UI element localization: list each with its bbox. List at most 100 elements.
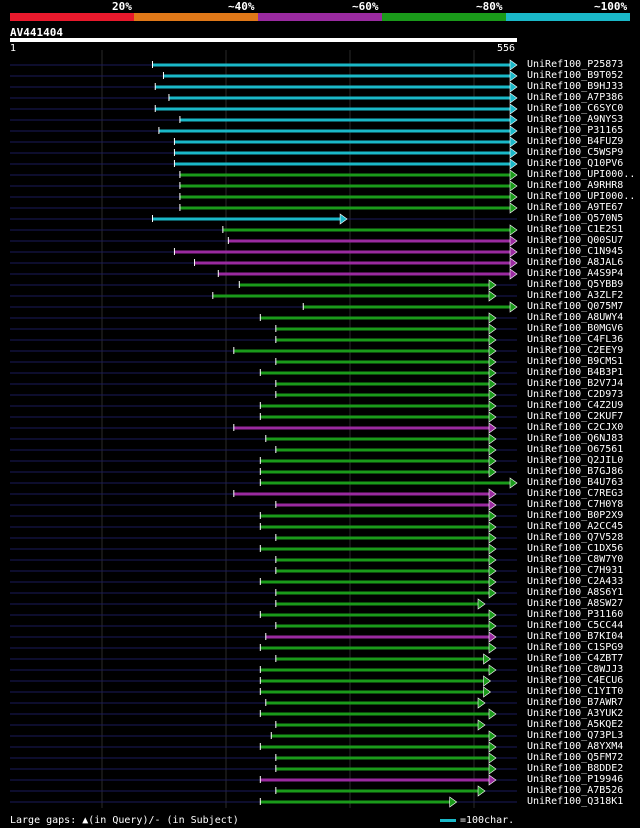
alignment-row[interactable] [10,565,517,577]
hit-name-link[interactable]: UniRef100_B4FUZ9 [527,136,624,147]
alignment-row[interactable] [10,488,517,500]
hit-name-link[interactable]: UniRef100_A7B526 [527,785,624,796]
hit-name-link[interactable]: UniRef100_B7AWR7 [527,697,624,708]
hit-name-link[interactable]: UniRef100_Q5YBB9 [527,279,624,290]
alignment-row[interactable] [10,664,517,676]
hit-name-link[interactable]: UniRef100_B7GJ86 [527,466,624,477]
hit-name-link[interactable]: UniRef100_B9HJ33 [527,81,624,92]
hit-name-link[interactable]: UniRef100_C1E2S1 [527,224,624,235]
alignment-row[interactable] [10,642,517,654]
alignment-row[interactable] [10,576,517,588]
alignment-row[interactable] [10,389,517,401]
alignment-row[interactable] [10,312,517,324]
alignment-row[interactable] [10,169,518,181]
hit-name-link[interactable]: UniRef100_C2KUF7 [527,411,624,422]
hit-name-link[interactable]: UniRef100_B7KI04 [527,631,624,642]
alignment-row[interactable] [10,378,517,390]
hit-name-link[interactable]: UniRef100_UPI000.. [527,191,636,202]
alignment-row[interactable] [10,532,517,544]
hit-name-link[interactable]: UniRef100_Q73PL3 [527,730,624,741]
hit-name-link[interactable]: UniRef100_C2D973 [527,389,624,400]
alignment-row[interactable] [10,235,518,247]
alignment-row[interactable] [10,136,518,148]
hit-name-link[interactable]: UniRef100_C1YIT0 [527,686,624,697]
hit-name-link[interactable]: UniRef100_B2V7J4 [527,378,624,389]
alignment-row[interactable] [10,708,517,720]
hit-name-link[interactable]: UniRef100_C7H0Y8 [527,499,624,510]
alignment-row[interactable] [10,675,517,687]
hit-name-link[interactable]: UniRef100_B9CMS1 [527,356,624,367]
alignment-row[interactable] [10,70,518,82]
hit-name-link[interactable]: UniRef100_Q00SU7 [527,235,624,246]
hit-name-link[interactable]: UniRef100_Q7V528 [527,532,624,543]
alignment-row[interactable] [10,752,517,764]
alignment-row[interactable] [10,620,517,632]
alignment-row[interactable] [10,609,517,621]
hit-name-link[interactable]: UniRef100_A9NYS3 [527,114,624,125]
hit-name-link[interactable]: UniRef100_C2A433 [527,576,624,587]
alignment-row[interactable] [10,686,517,698]
alignment-row[interactable] [10,510,517,522]
alignment-row[interactable] [10,125,518,137]
alignment-row[interactable] [10,730,517,742]
alignment-row[interactable] [10,477,518,489]
hit-name-link[interactable]: UniRef100_Q075M7 [527,301,624,312]
alignment-row[interactable] [10,92,518,104]
hit-name-link[interactable]: UniRef100_A8YXM4 [527,741,624,752]
alignment-row[interactable] [10,301,518,313]
hit-name-link[interactable]: UniRef100_A9TE67 [527,202,624,213]
hit-name-link[interactable]: UniRef100_Q570N5 [527,213,624,224]
alignment-row[interactable] [10,653,517,665]
alignment-row[interactable] [10,433,517,445]
hit-name-link[interactable]: UniRef100_C1DX56 [527,543,624,554]
hit-name-link[interactable]: UniRef100_B0P2X9 [527,510,624,521]
alignment-row[interactable] [10,290,517,302]
alignment-row[interactable] [10,631,517,643]
hit-name-link[interactable]: UniRef100_A5KQE2 [527,719,624,730]
hit-name-link[interactable]: UniRef100_C2CJX0 [527,422,624,433]
alignment-row[interactable] [10,257,518,269]
alignment-row[interactable] [10,763,517,775]
hit-name-link[interactable]: UniRef100_Q318K1 [527,796,624,807]
hit-name-link[interactable]: UniRef100_C1N945 [527,246,624,257]
alignment-row[interactable] [10,400,517,412]
hit-name-link[interactable]: UniRef100_Q6NJ83 [527,433,624,444]
alignment-row[interactable] [10,224,518,236]
alignment-row[interactable] [10,268,518,280]
hit-name-link[interactable]: UniRef100_C7H931 [527,565,624,576]
alignment-row[interactable] [10,103,518,115]
alignment-row[interactable] [10,246,518,258]
hit-name-link[interactable]: UniRef100_A3ZLF2 [527,290,624,301]
hit-name-link[interactable]: UniRef100_C4Z2U9 [527,400,624,411]
alignment-row[interactable] [10,719,517,731]
alignment-row[interactable] [10,422,517,434]
alignment-row[interactable] [10,114,518,126]
hit-name-link[interactable]: UniRef100_C1SPG9 [527,642,624,653]
alignment-row[interactable] [10,499,517,511]
hit-name-link[interactable]: UniRef100_B8DDE2 [527,763,624,774]
alignment-row[interactable] [10,521,517,533]
alignment-row[interactable] [10,202,518,214]
hit-name-link[interactable]: UniRef100_A8UWY4 [527,312,624,323]
hit-name-link[interactable]: UniRef100_B0MGV6 [527,323,624,334]
hit-name-link[interactable]: UniRef100_P31165 [527,125,624,136]
alignment-row[interactable] [10,554,517,566]
hit-name-link[interactable]: UniRef100_B4U763 [527,477,624,488]
alignment-row[interactable] [10,455,517,467]
hit-name-link[interactable]: UniRef100_C4FL36 [527,334,624,345]
alignment-row[interactable] [10,598,517,610]
hit-name-link[interactable]: UniRef100_UPI000.. [527,169,636,180]
hit-name-link[interactable]: UniRef100_C4ZBT7 [527,653,624,664]
hit-name-link[interactable]: UniRef100_Q2JIL0 [527,455,624,466]
hit-name-link[interactable]: UniRef100_Q5FM72 [527,752,624,763]
hit-name-link[interactable]: UniRef100_A9RHR8 [527,180,624,191]
alignment-row[interactable] [10,367,517,379]
hit-name-link[interactable]: UniRef100_Q10PV6 [527,158,624,169]
alignment-row[interactable] [10,180,518,192]
alignment-row[interactable] [10,345,517,357]
hit-name-link[interactable]: UniRef100_A2CC45 [527,521,624,532]
hit-name-link[interactable]: UniRef100_A8JAL6 [527,257,624,268]
alignment-row[interactable] [10,697,517,709]
hit-name-link[interactable]: UniRef100_A3YUK2 [527,708,624,719]
alignment-row[interactable] [10,356,517,368]
